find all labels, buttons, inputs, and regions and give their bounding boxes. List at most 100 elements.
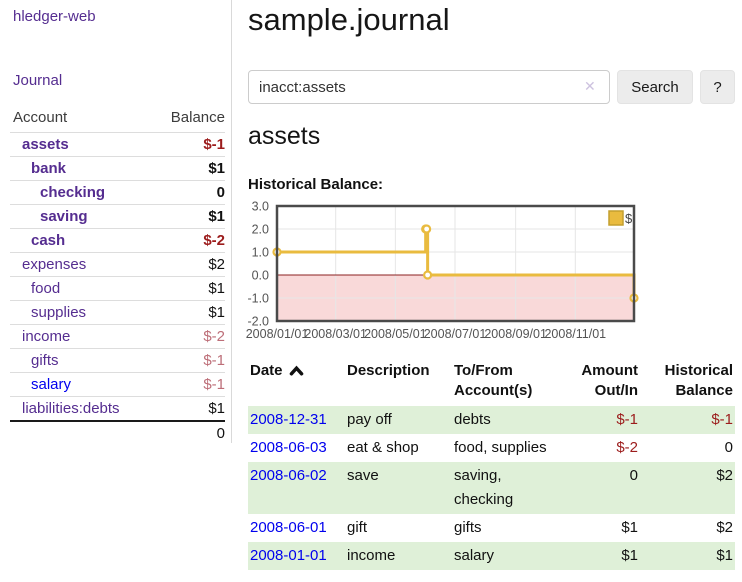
txn-balance: $1 <box>716 547 733 564</box>
chart-title: Historical Balance: <box>248 176 384 193</box>
txn-accounts: food, supplies <box>452 434 572 462</box>
search-input[interactable] <box>248 70 610 104</box>
account-link[interactable]: cash <box>31 232 66 249</box>
account-row: assets $-1 <box>10 132 225 156</box>
account-link[interactable]: salary <box>31 376 72 393</box>
clear-search-icon[interactable]: ✕ <box>584 78 596 94</box>
y-tick-label: 2.0 <box>252 223 269 237</box>
txn-balance: $2 <box>716 467 733 484</box>
txn-date-link[interactable]: 2008-06-01 <box>250 519 327 536</box>
account-link[interactable]: liabilities:debts <box>22 400 120 417</box>
account-line: debts <box>454 411 491 428</box>
txn-date-cell: 2008-06-02 <box>248 462 345 514</box>
account-column-header: Account <box>13 109 68 126</box>
account-line: checking <box>454 491 514 508</box>
txn-accounts: saving, checking <box>452 462 572 514</box>
transaction-row: 2008-01-01 income salary $1 $1 <box>248 542 735 570</box>
account-link[interactable]: saving <box>40 208 88 225</box>
y-tick-label: -2.0 <box>247 315 269 329</box>
account-link[interactable]: supplies <box>31 304 87 321</box>
page-title: sample.journal <box>248 2 450 37</box>
txn-accounts: salary <box>452 542 572 570</box>
txn-balance: $-1 <box>711 411 733 428</box>
account-row: cash $-2 <box>10 228 225 252</box>
txn-accounts: gifts <box>452 514 572 542</box>
data-point-marker <box>423 270 433 280</box>
account-row: income $-2 <box>10 324 225 348</box>
sort-asc-icon <box>289 361 304 381</box>
account-row: gifts $-1 <box>10 348 225 372</box>
account-link[interactable]: gifts <box>31 352 59 369</box>
account-row: saving $1 <box>10 204 225 228</box>
txn-amount: $1 <box>621 547 638 564</box>
txn-description: eat & shop <box>347 439 419 456</box>
txn-description: pay off <box>347 411 392 428</box>
data-point-marker <box>422 224 432 234</box>
transaction-row: 2008-06-01 gift gifts $1 $2 <box>248 514 735 542</box>
txn-description: income <box>347 547 396 564</box>
account-rows: assets $-1 bank $1 checking 0 saving $1 cash $-2 e… <box>10 132 225 420</box>
account-balance: $2 <box>208 256 225 273</box>
txn-date-link[interactable]: 2008-06-02 <box>250 467 327 484</box>
balance-column-header: Balance <box>170 109 225 126</box>
account-balance: $1 <box>208 304 225 321</box>
txn-date-link[interactable]: 2008-01-01 <box>250 547 327 564</box>
historical-balance-chart-wrap: $3.0 2.0 1.0 0.0 -1.0 -2.0 2008/01/01 2008/03/0… <box>238 200 642 344</box>
account-link[interactable]: expenses <box>22 256 87 273</box>
y-tick-label: 3.0 <box>252 200 269 214</box>
account-link[interactable]: bank <box>31 160 67 177</box>
col-header-date[interactable]: Date <box>248 360 345 406</box>
txn-date-cell: 2008-06-03 <box>248 434 345 462</box>
account-balance: $-1 <box>203 352 225 369</box>
nav-journal-link[interactable]: Journal <box>13 72 63 89</box>
account-line: gifts <box>454 519 482 536</box>
help-button[interactable]: ? <box>700 70 735 104</box>
search-bar: ✕ Search ? <box>248 70 735 104</box>
account-heading: assets <box>248 122 321 150</box>
account-balance: $-2 <box>203 232 225 249</box>
txn-amount: $-1 <box>616 411 638 428</box>
accounts-total-row: 0 <box>10 420 225 445</box>
historical-balance-chart: $3.0 2.0 1.0 0.0 -1.0 -2.02008/01/012008/03/0… <box>246 200 639 341</box>
account-row: liabilities:debts $1 <box>10 396 225 420</box>
txn-description: save <box>347 467 379 484</box>
account-balance: $1 <box>208 280 225 297</box>
col-header-balance: Historical Balance <box>664 362 733 399</box>
account-balance: $1 <box>208 400 225 417</box>
brand-link[interactable]: hledger-web <box>13 8 96 25</box>
account-line: salary <box>454 547 495 564</box>
txn-date-link[interactable]: 2008-06-03 <box>250 439 327 456</box>
txn-date-cell: 2008-12-31 <box>248 406 345 434</box>
x-tick-label: 2008/09/01 <box>484 327 547 341</box>
txn-date-link[interactable]: 2008-12-31 <box>250 411 327 428</box>
account-row: bank $1 <box>10 156 225 180</box>
account-link[interactable]: assets <box>22 136 69 153</box>
account-link[interactable]: food <box>31 280 61 297</box>
transaction-row: 2008-06-03 eat & shop food, supplies $-2 0 <box>248 434 735 462</box>
txn-amount: $1 <box>621 519 638 536</box>
account-balance: $1 <box>208 208 225 225</box>
col-header-amount: Amount Out/In <box>581 362 638 399</box>
account-link[interactable]: checking <box>40 184 106 201</box>
account-balance: 0 <box>216 184 225 201</box>
account-row: expenses $2 <box>10 252 225 276</box>
sidebar: hledger-web Journal Account Balance asse… <box>0 0 232 443</box>
x-tick-label: 2008/05/01 <box>364 327 427 341</box>
accounts-table-header: Account Balance <box>10 106 225 132</box>
search-button[interactable]: Search <box>617 70 693 104</box>
legend-swatch <box>608 210 624 226</box>
account-balance: $-1 <box>203 376 225 393</box>
account-row: food $1 <box>10 276 225 300</box>
account-row: supplies $1 <box>10 300 225 324</box>
col-header-description: Description <box>347 362 430 379</box>
account-link[interactable]: income <box>22 328 71 345</box>
sidebar-accounts-table: Account Balance assets $-1 bank $1 checking 0… <box>10 106 225 445</box>
x-tick-label: 2008/07/01 <box>424 327 487 341</box>
x-tick-label: 2008/01/01 <box>246 327 309 341</box>
y-tick-label: 1.0 <box>252 246 269 260</box>
txn-accounts: debts <box>452 406 572 434</box>
y-tick-label: 0.0 <box>252 269 269 283</box>
transactions-table: Date Description To/From Account(s) Amount Ou… <box>248 360 735 570</box>
txn-balance: 0 <box>724 439 733 456</box>
account-row: salary $-1 <box>10 372 225 396</box>
